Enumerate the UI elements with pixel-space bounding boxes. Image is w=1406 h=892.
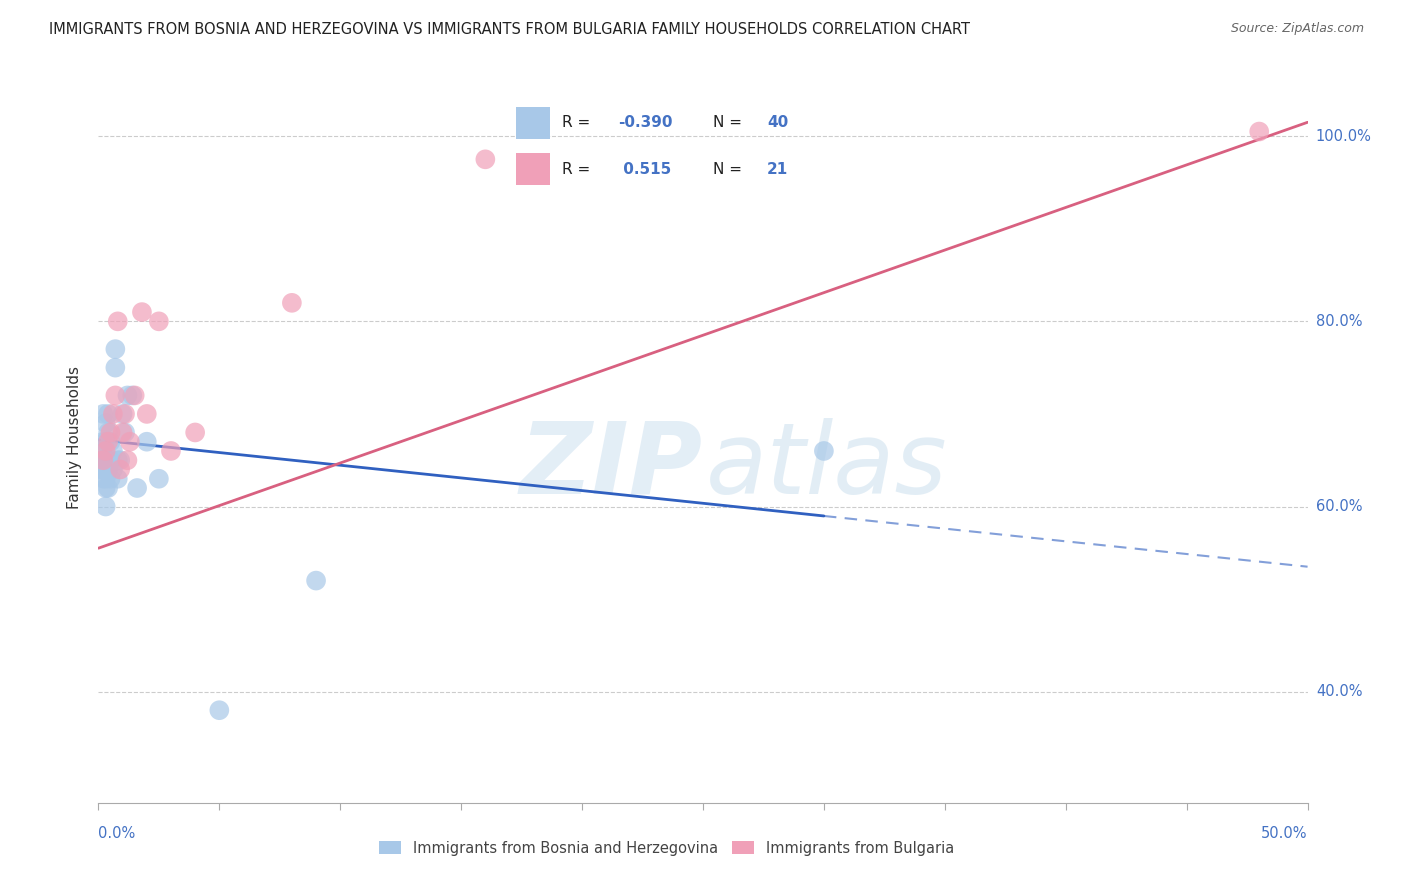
Point [305, 574, 328, 588]
Point [91, 407, 114, 421]
Text: 80.0%: 80.0% [1316, 314, 1362, 329]
Point [97, 462, 120, 476]
Point [111, 425, 134, 440]
Point [101, 444, 124, 458]
Point [160, 444, 183, 458]
Point [148, 314, 170, 328]
Point [1249, 124, 1271, 138]
Point [94, 481, 117, 495]
Point [91, 462, 114, 476]
Point [124, 388, 146, 402]
Text: IMMIGRANTS FROM BOSNIA AND HERZEGOVINA VS IMMIGRANTS FROM BULGARIA FAMILY HOUSEH: IMMIGRANTS FROM BOSNIA AND HERZEGOVINA V… [49, 22, 970, 37]
Point [94, 462, 117, 476]
Point [813, 444, 835, 458]
Point [90, 453, 112, 467]
Text: 60.0%: 60.0% [1316, 499, 1362, 514]
Point [281, 295, 304, 310]
Y-axis label: Family Households: Family Households [67, 366, 83, 508]
Point [111, 407, 134, 421]
Point [107, 314, 129, 328]
Point [135, 407, 157, 421]
Point [100, 453, 122, 467]
Point [104, 388, 127, 402]
Point [121, 388, 143, 402]
Point [90, 462, 112, 476]
Point [94, 434, 117, 449]
Text: 40.0%: 40.0% [1316, 684, 1362, 699]
Text: 0.0%: 0.0% [98, 825, 135, 840]
Legend: Immigrants from Bosnia and Herzegovina, Immigrants from Bulgaria: Immigrants from Bosnia and Herzegovina, … [374, 835, 960, 862]
Point [94, 416, 117, 430]
Point [474, 153, 496, 167]
Point [91, 453, 114, 467]
Point [108, 462, 131, 476]
Point [107, 453, 129, 467]
Point [107, 472, 129, 486]
Point [101, 462, 124, 476]
Point [127, 481, 149, 495]
Point [114, 407, 136, 421]
Point [148, 472, 170, 486]
Point [97, 453, 120, 467]
Point [97, 434, 120, 449]
Point [97, 425, 120, 440]
Point [94, 453, 117, 467]
Point [97, 481, 120, 495]
Point [101, 407, 124, 421]
Point [97, 407, 120, 421]
Point [117, 453, 139, 467]
Point [184, 425, 207, 440]
Point [104, 342, 127, 356]
Point [91, 434, 114, 449]
Point [91, 472, 114, 486]
Text: 50.0%: 50.0% [1261, 825, 1308, 840]
Point [100, 425, 122, 440]
Point [91, 453, 114, 467]
Point [117, 388, 139, 402]
Point [100, 434, 122, 449]
Point [131, 305, 153, 319]
Point [94, 444, 117, 458]
Point [135, 434, 157, 449]
Text: 100.0%: 100.0% [1316, 128, 1372, 144]
Point [114, 425, 136, 440]
Text: ZIP: ZIP [520, 417, 703, 515]
Point [90, 444, 112, 458]
Text: Source: ZipAtlas.com: Source: ZipAtlas.com [1230, 22, 1364, 36]
Point [94, 472, 117, 486]
Point [108, 453, 131, 467]
Point [208, 703, 231, 717]
Point [100, 472, 122, 486]
Text: atlas: atlas [706, 417, 948, 515]
Point [104, 360, 127, 375]
Point [94, 500, 117, 514]
Point [118, 434, 141, 449]
